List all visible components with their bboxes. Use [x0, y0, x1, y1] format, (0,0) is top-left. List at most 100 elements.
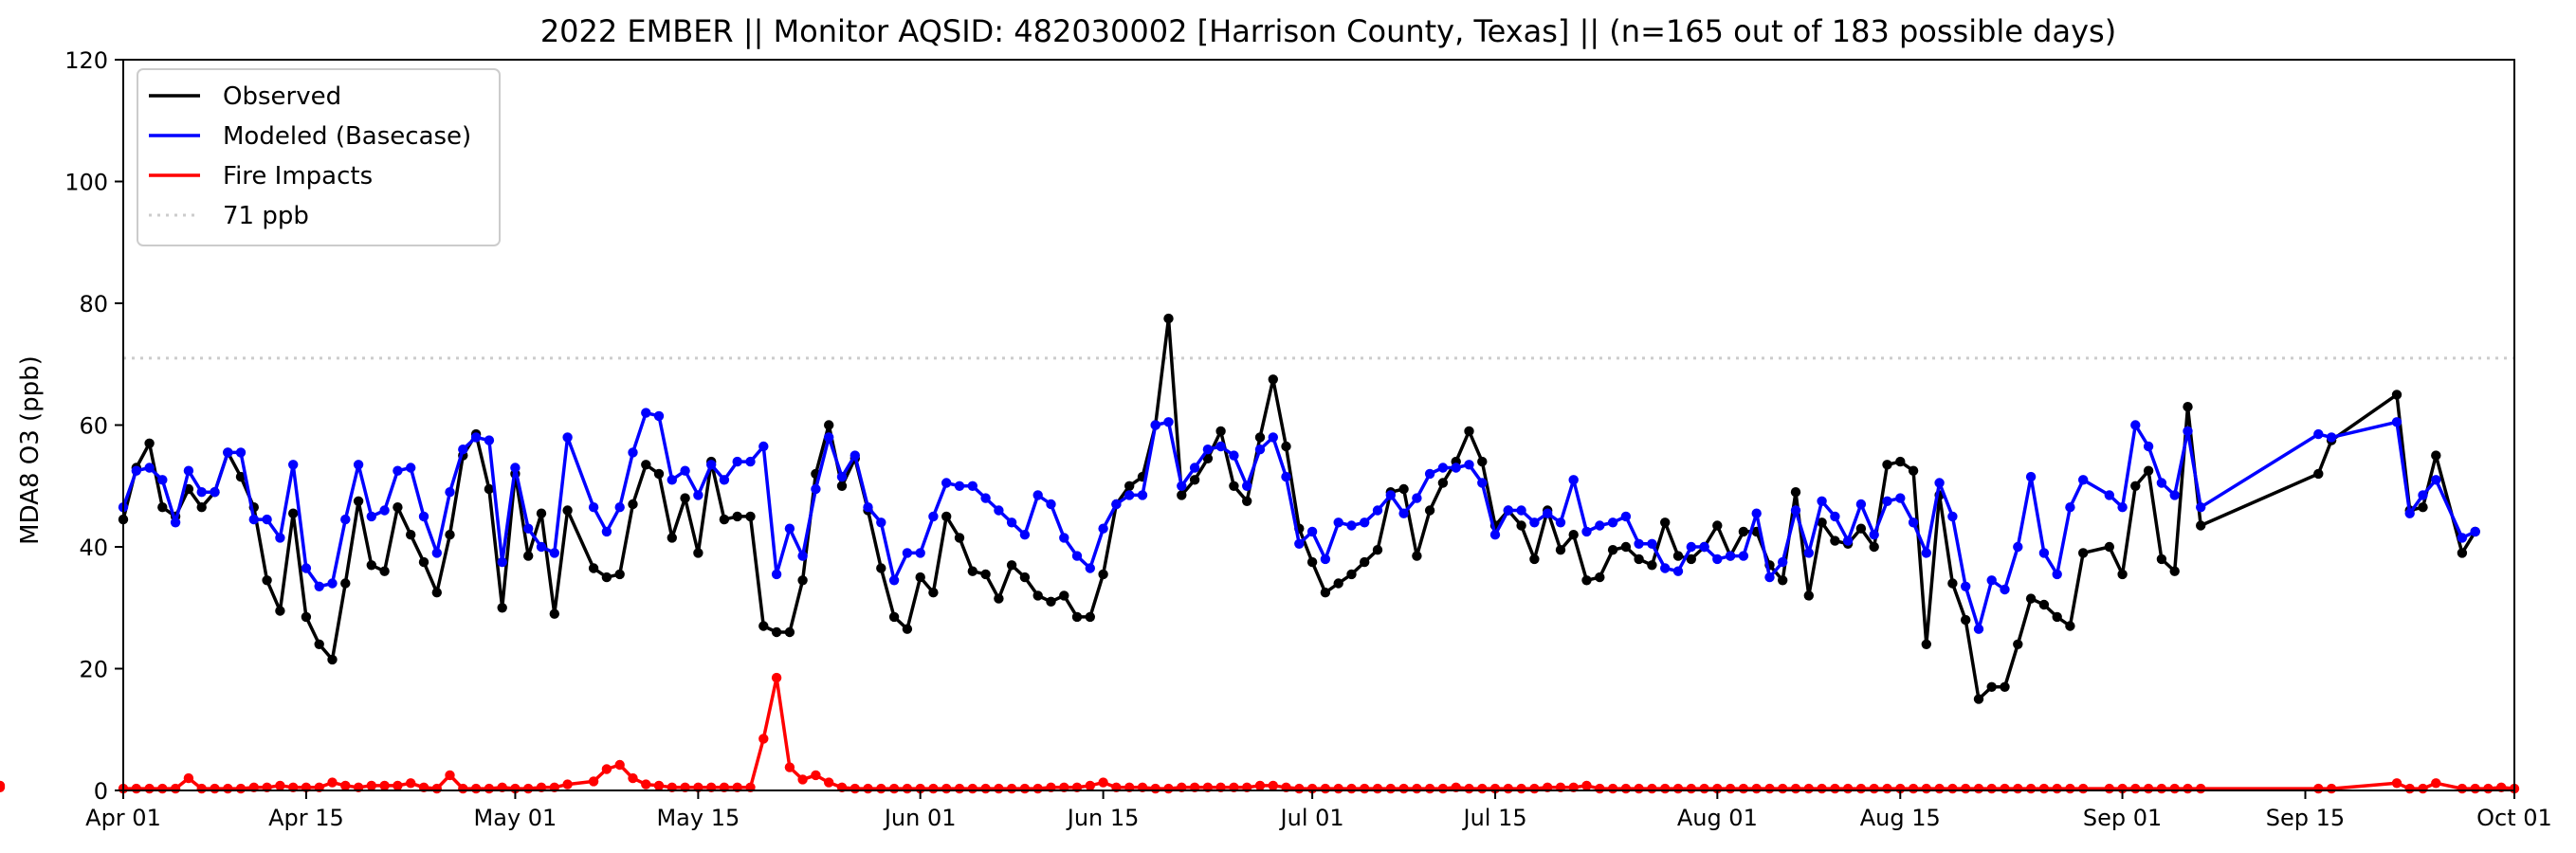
data-point-observed [2013, 639, 2023, 649]
data-point-fire-impacts [2431, 778, 2441, 789]
data-point-fire-impacts [954, 783, 965, 794]
data-point-observed [1516, 520, 1526, 531]
data-point-fire-impacts [2013, 783, 2023, 794]
data-point-observed [1961, 614, 1971, 626]
data-point-modeled-basecase [797, 551, 808, 561]
data-point-modeled-basecase [1412, 493, 1422, 503]
data-point-fire-impacts [980, 783, 991, 794]
data-point-fire-impacts [601, 764, 612, 774]
data-point-observed [1281, 441, 1291, 452]
data-point-fire-impacts [1412, 783, 1422, 794]
data-point-observed [1581, 575, 1592, 586]
data-point-observed [262, 575, 272, 586]
data-point-modeled-basecase [1581, 526, 1592, 537]
data-point-fire-impacts [1660, 783, 1671, 794]
data-point-fire-impacts [562, 779, 573, 789]
data-point-fire-impacts [1477, 783, 1488, 794]
data-point-fire-impacts [1424, 783, 1435, 794]
data-point-fire-impacts [758, 734, 769, 744]
legend-label: 71 ppb [223, 202, 309, 230]
data-point-modeled-basecase [994, 505, 1004, 516]
data-point-observed [1437, 478, 1449, 488]
data-point-modeled-basecase [131, 465, 141, 476]
data-point-modeled-basecase [1607, 517, 1618, 528]
data-point-modeled-basecase [2000, 584, 2010, 595]
legend-entry-observed: Observed [149, 82, 341, 111]
data-point-modeled-basecase [1189, 463, 1200, 473]
data-point-observed [836, 481, 848, 491]
data-point-observed [1908, 465, 1919, 476]
data-point-fire-impacts [2326, 783, 2337, 794]
data-point-fire-impacts [1672, 783, 1684, 794]
data-point-observed [680, 493, 690, 503]
data-point-modeled-basecase [2156, 478, 2167, 488]
data-point-fire-impacts [1529, 783, 1540, 794]
axes-layer: 0 20 40 60 80 100 120 Apr 01 Apr 15 May 01 May 15 J… [64, 47, 2552, 831]
data-point-modeled-basecase [235, 447, 247, 458]
data-point-observed [1242, 496, 1252, 506]
data-point-modeled-basecase [1790, 505, 1801, 516]
data-point-modeled-basecase [1281, 471, 1291, 482]
data-point-observed [994, 593, 1004, 604]
data-point-fire-impacts [1986, 783, 1997, 794]
data-point-fire-impacts [1803, 783, 1815, 794]
data-point-modeled-basecase [445, 487, 455, 498]
data-point-observed [2169, 566, 2180, 576]
data-point-observed [314, 639, 324, 649]
data-point-modeled-basecase [1595, 520, 1605, 531]
data-point-fire-impacts [406, 778, 416, 789]
data-point-modeled-basecase [1830, 511, 1840, 522]
data-point-fire-impacts [458, 783, 468, 794]
data-point-modeled-basecase [1306, 526, 1318, 537]
data-point-modeled-basecase [2065, 502, 2075, 513]
data-point-fire-impacts [1973, 783, 1984, 794]
data-point-modeled-basecase [732, 456, 742, 467]
data-point-modeled-basecase [1647, 538, 1657, 549]
data-point-modeled-basecase [2457, 533, 2468, 543]
data-point-observed [1790, 487, 1801, 498]
data-point-observed [653, 468, 665, 480]
data-point-modeled-basecase [1869, 530, 1879, 540]
data-point-fire-impacts [1006, 783, 1017, 794]
data-point-fire-impacts [1751, 783, 1762, 794]
data-point-observed [1634, 554, 1644, 565]
data-point-modeled-basecase [980, 493, 991, 503]
data-point-observed [1346, 569, 1357, 580]
data-point-observed [1778, 575, 1788, 586]
data-point-modeled-basecase [693, 490, 703, 500]
data-point-modeled-basecase [418, 511, 429, 522]
data-point-fire-impacts [2470, 783, 2480, 794]
data-point-modeled-basecase [1817, 496, 1827, 506]
data-point-modeled-basecase [1215, 441, 1226, 452]
data-point-modeled-basecase [549, 548, 559, 558]
data-point-observed [797, 575, 808, 586]
data-point-fire-impacts [470, 783, 482, 794]
data-point-fire-impacts [1372, 783, 1383, 794]
data-point-modeled-basecase [745, 456, 756, 467]
data-point-fire-impacts [2196, 783, 2206, 794]
data-point-observed [928, 588, 939, 598]
data-point-modeled-basecase [1085, 563, 1096, 573]
data-point-fire-impacts [1098, 777, 1108, 788]
data-point-observed [1477, 456, 1488, 467]
data-point-fire-impacts [888, 783, 900, 794]
data-point-observed [1098, 569, 1108, 580]
x-tick-label: Jun 01 [883, 805, 957, 831]
data-point-modeled-basecase [2013, 541, 2023, 553]
data-point-fire-impacts [863, 783, 873, 794]
data-point-modeled-basecase [1346, 520, 1357, 531]
data-point-modeled-basecase [758, 441, 769, 452]
data-point-fire-impacts [2418, 783, 2428, 794]
data-point-fire-impacts [235, 783, 247, 794]
data-point-modeled-basecase [784, 523, 795, 534]
data-point-observed [1738, 526, 1749, 537]
data-point-modeled-basecase [1268, 432, 1279, 443]
data-point-observed [719, 514, 730, 525]
data-point-observed [1647, 560, 1657, 571]
data-point-modeled-basecase [1543, 508, 1553, 518]
x-tick-label: Sep 15 [2266, 805, 2345, 831]
data-point-fire-impacts [183, 772, 194, 784]
data-point-modeled-basecase [1398, 508, 1409, 518]
data-point-observed [1019, 572, 1031, 583]
data-point-modeled-basecase [2470, 526, 2480, 537]
